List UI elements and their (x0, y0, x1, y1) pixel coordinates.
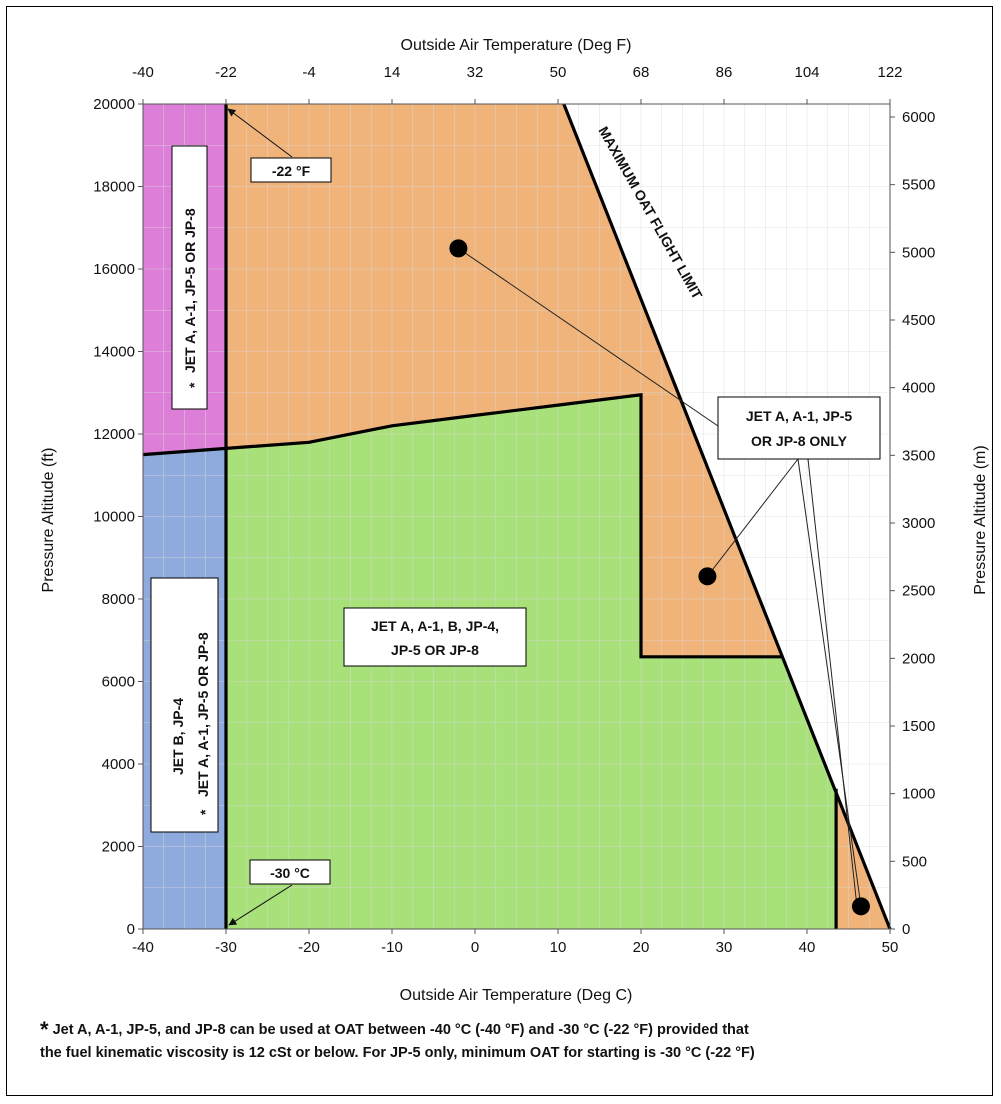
x-top-tick-label: 32 (467, 64, 484, 81)
y-left-tick-label: 18000 (93, 179, 135, 196)
f-callout-box (250, 157, 332, 183)
boundary-lines (142, 103, 892, 930)
region-green-5 (226, 394, 837, 929)
tick-labels: -40 -30 -20 -10 0 10 20 30 40 50 -40 -22 -4 14 32 50 68 8… (93, 64, 935, 956)
x-bottom-tick-label: 30 (716, 939, 733, 956)
f-callout-arrow (227, 108, 293, 158)
c-callout-label: -30 °C (270, 865, 310, 881)
x-top-tick-label: -40 (132, 64, 154, 81)
leader-line (458, 247, 719, 427)
x-top-tick-label: 104 (794, 64, 819, 81)
y-right-tick-label: 1000 (902, 786, 935, 803)
x-bottom-tick-label: -40 (132, 939, 154, 956)
x-bottom-tick-label: -30 (215, 939, 237, 956)
y-left-tick-label: 14000 (93, 344, 135, 361)
y-right-tick-label: 5500 (902, 177, 935, 194)
region-orange-2 (226, 104, 681, 449)
y-left-tick-label: 10000 (93, 509, 135, 526)
footnote-text-1: Jet A, A-1, JP-5, and JP-8 can be used a… (52, 1022, 749, 1038)
magenta-region-label: JET A, A-1, JP-5 OR JP-8 (182, 208, 198, 373)
y-left-tick-label: 20000 (93, 96, 135, 113)
x-bottom-tick-label: -20 (298, 939, 320, 956)
x-bottom-tick-label: 10 (550, 939, 567, 956)
region-markers (449, 239, 870, 916)
x-top-tick-label: 50 (550, 64, 567, 81)
x-top-tick-label: 14 (384, 64, 401, 81)
x-bottom-tick-label: 40 (799, 939, 816, 956)
green-region-line-1: JET A, A-1, B, JP-4, (371, 618, 499, 634)
f-callout-label: -22 °F (272, 163, 311, 179)
c-callout-box (249, 859, 331, 885)
y-left-tick-label: 16000 (93, 261, 135, 278)
x-top-axis-title: Outside Air Temperature (Deg F) (401, 37, 632, 54)
y-left-tick-label: 8000 (102, 591, 135, 608)
green-region-box (343, 607, 527, 667)
y-left-tick-label: 4000 (102, 756, 135, 773)
region-orange-3 (641, 394, 783, 657)
blue-region-box (150, 577, 219, 833)
footnote-line-1: * Jet A, A-1, JP-5, and JP-8 can be used … (40, 1018, 970, 1042)
x-bottom-tick-label: 20 (633, 939, 650, 956)
region-marker-dot (449, 239, 468, 258)
y-left-tick-label: 0 (127, 921, 135, 938)
blue-region-sub: JET A, A-1, JP-5 OR JP-8 (195, 632, 211, 797)
x-top-tick-label: 68 (633, 64, 650, 81)
magenta-region-star: * (186, 382, 202, 388)
y-right-tick-label: 4000 (902, 380, 935, 397)
y-right-tick-label: 5000 (902, 244, 935, 261)
footnote-line-2: the fuel kinematic viscosity is 12 cSt o… (40, 1045, 755, 1061)
green-region-line-2: JP-5 OR JP-8 (391, 642, 479, 658)
y-right-tick-label: 0 (902, 921, 910, 938)
footnote-star: * (40, 1017, 49, 1042)
x-bottom-tick-label: 50 (882, 939, 899, 956)
magenta-region-box (171, 145, 208, 410)
orange-region-box (717, 396, 881, 460)
orange-region-line-2: OR JP-8 ONLY (751, 433, 848, 449)
region-marker-dot (698, 567, 717, 586)
y-right-tick-label: 3500 (902, 447, 935, 464)
x-top-tick-label: 122 (877, 64, 902, 81)
leader-line (807, 458, 858, 907)
y-right-tick-label: 3000 (902, 515, 935, 532)
blue-region-title: JET B, JP-4 (170, 698, 186, 775)
footnote: * Jet A, A-1, JP-5, and JP-8 can be used … (40, 1018, 970, 1065)
grid-layer (142, 103, 891, 930)
y-left-tick-label: 2000 (102, 839, 135, 856)
fuel-chart: -40 -30 -20 -10 0 10 20 30 40 50 -40 -22 -4 14 32 50 68 8… (40, 37, 989, 1004)
region-marker-dot (851, 897, 870, 916)
y-right-tick-label: 500 (902, 853, 927, 870)
y-left-axis-title: Pressure Altitude (ft) (40, 448, 57, 593)
x-top-tick-label: -22 (215, 64, 237, 81)
y-right-tick-label: 6000 (902, 109, 935, 126)
boundary-lower-boundary (142, 392, 783, 659)
x-bottom-axis-title: Outside Air Temperature (Deg C) (400, 987, 633, 1004)
y-left-tick-label: 6000 (102, 674, 135, 691)
y-right-axis-title: Pressure Altitude (m) (972, 445, 989, 594)
y-right-tick-label: 4500 (902, 312, 935, 329)
y-left-tick-label: 12000 (93, 426, 135, 443)
y-right-tick-label: 1500 (902, 718, 935, 735)
y-right-tick-label: 2000 (902, 650, 935, 667)
blue-region-star: * (197, 809, 213, 815)
y-right-tick-label: 2500 (902, 583, 935, 600)
leader-line (707, 458, 799, 577)
x-bottom-tick-label: 0 (471, 939, 479, 956)
x-top-tick-label: -4 (302, 64, 315, 81)
leader-line (797, 458, 862, 907)
orange-region-line-1: JET A, A-1, JP-5 (746, 408, 853, 424)
orange-leader-lines (458, 247, 862, 907)
x-top-tick-label: 86 (716, 64, 733, 81)
x-bottom-tick-label: -10 (381, 939, 403, 956)
c-callout-arrow (228, 884, 293, 926)
